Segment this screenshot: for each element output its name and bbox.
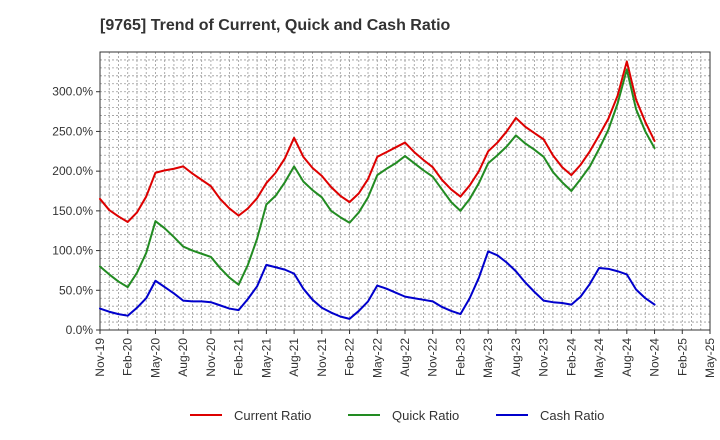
x-tick-label: Feb-25 [675, 338, 689, 376]
x-tick-label: Nov-23 [537, 338, 551, 377]
y-tick-label: 50.0% [59, 283, 93, 297]
y-tick-label: 300.0% [52, 85, 93, 99]
x-tick-label: Nov-22 [426, 338, 440, 377]
x-tick-label: Feb-22 [343, 338, 357, 376]
y-tick-label: 0.0% [66, 323, 94, 337]
x-tick-label: May-24 [592, 338, 606, 378]
x-tick-label: May-23 [481, 338, 495, 378]
x-tick-label: Feb-24 [564, 338, 578, 376]
x-tick-label: Nov-24 [648, 338, 662, 377]
axes-layer: 0.0% 50.0% 100.0% 150.0% 200.0% 250.0% 300.0% N… [52, 51, 717, 378]
y-tick-label: 150.0% [52, 204, 93, 218]
x-tick-label: Feb-21 [232, 338, 246, 376]
x-tick-label: Aug-23 [509, 338, 523, 377]
x-tick-label: Feb-23 [453, 338, 467, 376]
cash-ratio-line [99, 250, 656, 320]
x-tick-label: Aug-21 [287, 338, 301, 377]
y-tick-label: 250.0% [52, 124, 93, 138]
x-tick-label: Nov-19 [93, 338, 107, 377]
y-tick-label: 200.0% [52, 164, 93, 178]
x-tick-label: Nov-21 [315, 338, 329, 377]
x-tick-label: May-20 [148, 338, 162, 378]
legend: Current Ratio Quick Ratio Cash Ratio [190, 408, 604, 423]
x-tick-label: Aug-22 [398, 338, 412, 377]
grid-layer [99, 51, 711, 331]
cash-ratio-legend-label: Cash Ratio [540, 408, 604, 423]
x-tick-label: May-22 [370, 338, 384, 378]
x-tick-label: Aug-24 [620, 338, 634, 377]
quick-ratio-legend-label: Quick Ratio [392, 408, 459, 423]
x-tick-label: Aug-20 [176, 338, 190, 377]
y-tick-label: 100.0% [52, 244, 93, 258]
quick-ratio-line [99, 68, 656, 289]
x-tick-label: May-21 [259, 338, 273, 378]
x-tick-label: Nov-20 [204, 338, 218, 377]
x-tick-label: May-25 [703, 338, 717, 378]
chart-title: [9765] Trend of Current, Quick and Cash … [100, 17, 451, 34]
current-ratio-legend-label: Current Ratio [234, 408, 311, 423]
series-layer [99, 60, 656, 320]
x-tick-label: Feb-20 [121, 338, 135, 376]
current-ratio-line [99, 60, 656, 223]
